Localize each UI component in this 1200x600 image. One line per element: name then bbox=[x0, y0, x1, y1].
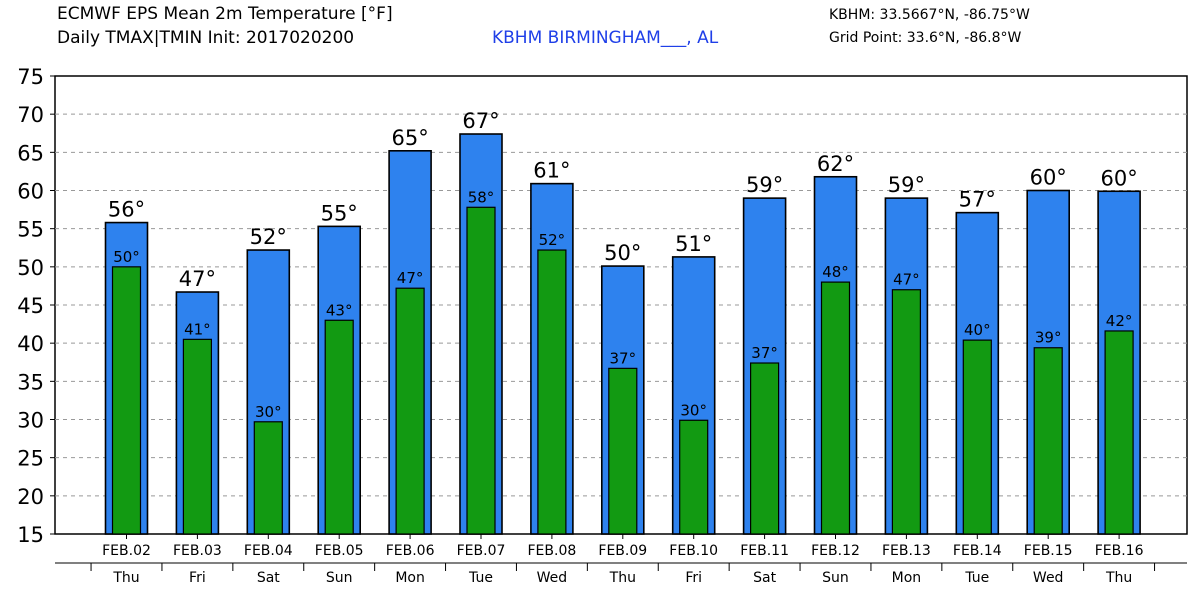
x-date-label: FEB.11 bbox=[740, 543, 789, 559]
x-date-label: FEB.03 bbox=[173, 543, 222, 559]
tmin-label: 48° bbox=[822, 263, 849, 281]
tmin-bar bbox=[891, 289, 922, 535]
x-weekday-label: Mon bbox=[395, 570, 425, 586]
x-date-label: FEB.02 bbox=[102, 543, 151, 559]
y-tick-label: 65 bbox=[17, 141, 44, 165]
tmin-label: 40° bbox=[964, 321, 991, 339]
chart-subtitle: Daily TMAX|TMIN Init: 2017020200 bbox=[57, 28, 355, 48]
station-name: KBHM BIRMINGHAM___, AL bbox=[492, 28, 719, 48]
x-weekday-label: Thu bbox=[112, 570, 139, 586]
tmax-label: 55° bbox=[321, 201, 358, 225]
tmin-bar bbox=[679, 419, 709, 535]
tmin-bar bbox=[749, 362, 780, 535]
x-weekday-label: Thu bbox=[609, 570, 636, 586]
tmax-label: 60° bbox=[1100, 166, 1137, 190]
tmin-label: 37° bbox=[610, 349, 637, 367]
x-weekday-label: Sun bbox=[822, 570, 849, 586]
x-date-label: FEB.12 bbox=[811, 543, 860, 559]
x-date-label: FEB.09 bbox=[598, 543, 647, 559]
x-date-label: FEB.08 bbox=[528, 543, 577, 559]
tmin-label: 37° bbox=[751, 344, 778, 362]
x-date-label: FEB.06 bbox=[386, 543, 435, 559]
y-tick-label: 25 bbox=[17, 447, 44, 471]
tmin-label: 41° bbox=[184, 320, 211, 338]
x-date-label: FEB.13 bbox=[882, 543, 931, 559]
x-weekday-label: Thu bbox=[1105, 570, 1132, 586]
x-date-label: FEB.15 bbox=[1024, 543, 1073, 559]
y-tick-label: 35 bbox=[17, 370, 44, 394]
tmin-bar bbox=[466, 206, 496, 535]
tmin-label: 42° bbox=[1106, 312, 1133, 330]
y-tick-label: 45 bbox=[17, 294, 44, 318]
x-date-label: FEB.05 bbox=[315, 543, 364, 559]
tmin-bar bbox=[1033, 347, 1063, 535]
x-date-label: FEB.16 bbox=[1095, 543, 1144, 559]
tmin-bar bbox=[537, 249, 567, 535]
tmin-label: 43° bbox=[326, 301, 353, 319]
tmax-label: 47° bbox=[179, 267, 216, 291]
x-weekday-label: Tue bbox=[964, 570, 989, 586]
x-date-label: FEB.10 bbox=[669, 543, 718, 559]
tmin-label: 58° bbox=[468, 188, 495, 206]
tmax-label: 60° bbox=[1030, 166, 1067, 190]
tmin-bar bbox=[182, 338, 212, 535]
y-tick-label: 70 bbox=[17, 103, 44, 127]
tmin-bar bbox=[820, 281, 851, 535]
y-tick-label: 20 bbox=[17, 485, 44, 509]
tmin-bar bbox=[395, 287, 425, 535]
y-tick-label: 60 bbox=[17, 180, 44, 204]
tmax-label: 50° bbox=[604, 241, 641, 265]
tmax-label: 59° bbox=[888, 173, 925, 197]
x-weekday-label: Sat bbox=[753, 570, 776, 586]
tmax-label: 65° bbox=[391, 126, 428, 150]
tmin-label: 30° bbox=[680, 401, 707, 419]
tmax-label: 51° bbox=[675, 232, 712, 256]
grid-point-coordinates: Grid Point: 33.6°N, -86.8°W bbox=[829, 30, 1022, 46]
y-tick-label: 40 bbox=[17, 332, 44, 356]
x-weekday-label: Fri bbox=[189, 570, 206, 586]
tmax-label: 62° bbox=[817, 152, 854, 176]
x-weekday-label: Wed bbox=[537, 570, 568, 586]
tmin-label: 50° bbox=[113, 248, 140, 266]
tmin-bar bbox=[324, 319, 354, 535]
x-weekday-label: Mon bbox=[892, 570, 922, 586]
y-tick-label: 75 bbox=[17, 65, 44, 89]
tmax-label: 57° bbox=[959, 188, 996, 212]
y-tick-label: 55 bbox=[17, 218, 44, 242]
y-tick-label: 30 bbox=[17, 409, 44, 433]
y-tick-label: 50 bbox=[17, 256, 44, 280]
x-weekday-label: Sat bbox=[257, 570, 280, 586]
station-coordinates: KBHM: 33.5667°N, -86.75°W bbox=[829, 7, 1030, 23]
x-weekday-label: Wed bbox=[1033, 570, 1064, 586]
tmax-label: 67° bbox=[462, 109, 499, 133]
chart-title: ECMWF EPS Mean 2m Temperature [°F] bbox=[57, 4, 393, 24]
tmin-bar bbox=[253, 421, 283, 535]
x-date-label: FEB.14 bbox=[953, 543, 1002, 559]
y-tick-label: 15 bbox=[17, 523, 44, 547]
tmax-label: 52° bbox=[250, 225, 287, 249]
tmin-label: 52° bbox=[539, 231, 566, 249]
x-weekday-label: Sun bbox=[326, 570, 353, 586]
tmin-label: 47° bbox=[397, 269, 424, 287]
tmin-label: 30° bbox=[255, 403, 282, 421]
tmin-label: 47° bbox=[893, 271, 920, 289]
tmin-bar bbox=[1104, 330, 1134, 535]
x-weekday-label: Fri bbox=[685, 570, 702, 586]
tmin-bar bbox=[608, 367, 638, 535]
tmax-label: 59° bbox=[746, 173, 783, 197]
tmin-bar bbox=[962, 339, 992, 535]
tmin-label: 39° bbox=[1035, 329, 1062, 347]
x-weekday-label: Tue bbox=[468, 570, 493, 586]
tmax-label: 56° bbox=[108, 198, 145, 222]
x-date-label: FEB.04 bbox=[244, 543, 293, 559]
tmin-bar bbox=[111, 266, 142, 535]
x-date-label: FEB.07 bbox=[457, 543, 506, 559]
tmax-label: 61° bbox=[533, 159, 570, 183]
